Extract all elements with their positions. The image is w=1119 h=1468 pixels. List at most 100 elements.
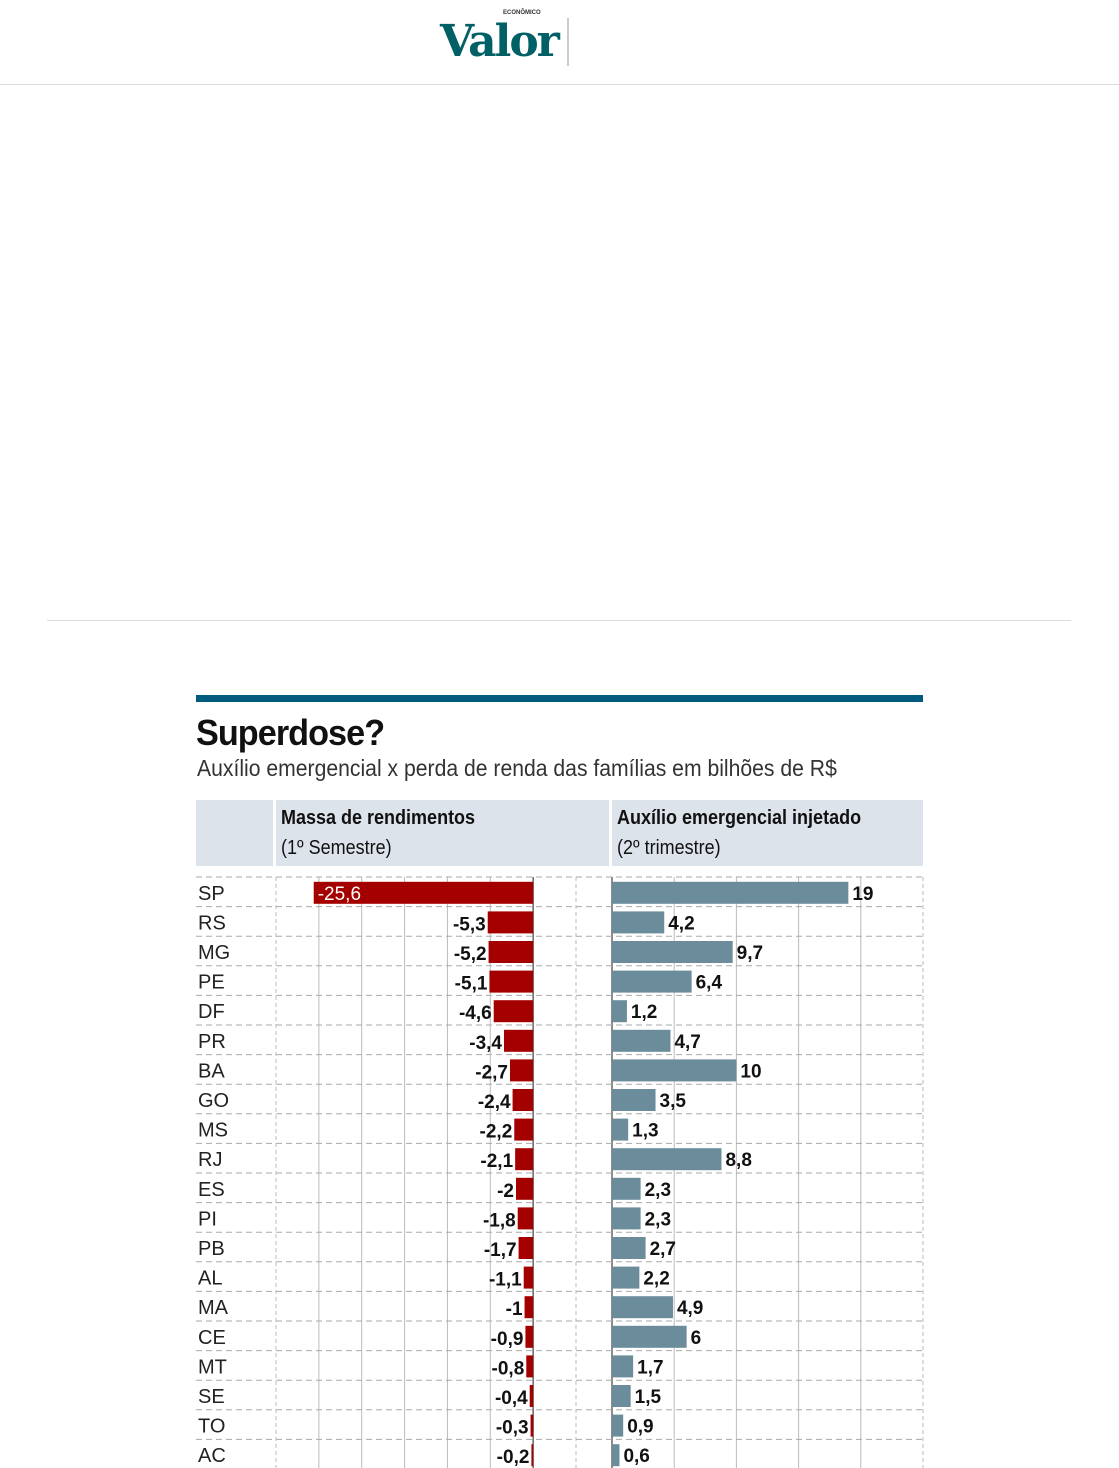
logo-subtitle: ECONÔMICO bbox=[503, 10, 541, 16]
bar-loss bbox=[525, 1325, 534, 1348]
data-label: 2,3 bbox=[645, 1180, 671, 1201]
data-label: 6 bbox=[691, 1328, 702, 1349]
bar-loss bbox=[530, 1414, 534, 1437]
series-name: Auxílio emergencial injetado bbox=[617, 807, 862, 829]
data-label: 19 bbox=[852, 884, 873, 905]
series-period: (2º trimestre) bbox=[617, 837, 721, 859]
state-label: MA bbox=[198, 1297, 229, 1319]
bar-aid bbox=[612, 881, 849, 904]
data-label: 4,9 bbox=[677, 1298, 703, 1319]
bar-loss bbox=[488, 941, 534, 963]
bar-loss bbox=[489, 970, 534, 993]
bar-aid bbox=[612, 1444, 620, 1467]
bar-aid bbox=[612, 1118, 629, 1141]
bar-loss bbox=[493, 1000, 534, 1023]
data-label: 2,3 bbox=[645, 1209, 671, 1230]
bar-aid bbox=[612, 1237, 646, 1259]
bar-loss bbox=[526, 1355, 534, 1378]
data-label: -5,3 bbox=[453, 914, 486, 935]
bar-loss bbox=[531, 1444, 534, 1467]
data-label: 1,7 bbox=[637, 1357, 663, 1378]
chart-subtitle: Auxílio emergencial x perda de renda das… bbox=[197, 755, 837, 781]
bar-aid bbox=[612, 1207, 641, 1230]
bar-loss bbox=[529, 1385, 534, 1407]
state-label: DF bbox=[198, 1001, 225, 1023]
bar-aid bbox=[612, 1325, 687, 1348]
data-label: -2,4 bbox=[478, 1092, 511, 1113]
series-name: Massa de rendimentos bbox=[281, 807, 476, 829]
header-left-series: Massa de rendimentos (1º Semestre) bbox=[276, 800, 609, 866]
state-label: MG bbox=[198, 942, 230, 964]
data-label: 9,7 bbox=[737, 943, 763, 964]
data-label: 1,3 bbox=[632, 1121, 658, 1142]
state-label: ES bbox=[198, 1179, 225, 1201]
data-label: 2,2 bbox=[643, 1269, 669, 1290]
bar-aid bbox=[612, 941, 733, 963]
data-label: 3,5 bbox=[660, 1091, 687, 1112]
bar-aid bbox=[612, 1414, 624, 1437]
bar-aid bbox=[612, 1029, 671, 1052]
logo-divider bbox=[567, 18, 569, 66]
bar-aid bbox=[612, 1296, 673, 1319]
data-label: 6,4 bbox=[696, 973, 723, 994]
header-blank-cell bbox=[196, 800, 273, 866]
bar-aid bbox=[612, 1355, 634, 1378]
bar-aid bbox=[612, 1089, 656, 1111]
data-label: 0,6 bbox=[623, 1446, 649, 1467]
data-label: 4,2 bbox=[668, 913, 694, 934]
header-right-series: Auxílio emergencial injetado (2º trimest… bbox=[612, 800, 923, 866]
bar-loss bbox=[524, 1296, 534, 1319]
data-label: -25,6 bbox=[318, 884, 361, 905]
data-label: -2,7 bbox=[475, 1062, 508, 1083]
data-label: -1,8 bbox=[483, 1210, 516, 1231]
bar-aid bbox=[612, 1266, 640, 1289]
state-label: PI bbox=[198, 1208, 217, 1230]
bar-aid bbox=[612, 1059, 737, 1082]
data-label: 2,7 bbox=[650, 1239, 676, 1260]
state-label: PB bbox=[198, 1238, 225, 1260]
state-label: RS bbox=[198, 912, 226, 934]
logo-text: Valor bbox=[440, 16, 560, 67]
bar-aid bbox=[612, 911, 665, 934]
bar-aid bbox=[612, 970, 692, 993]
data-label: -5,1 bbox=[455, 974, 488, 995]
valor-logo[interactable]: Valor bbox=[440, 20, 560, 64]
bar-loss bbox=[514, 1118, 534, 1141]
bar-loss bbox=[518, 1237, 534, 1259]
bar-loss bbox=[515, 1148, 534, 1171]
site-header: Valor ECONÔMICO bbox=[0, 0, 1119, 85]
data-label: -4,6 bbox=[459, 1003, 492, 1024]
state-label: PE bbox=[198, 972, 225, 994]
data-label: 0,9 bbox=[627, 1417, 653, 1438]
data-label: -0,8 bbox=[492, 1358, 525, 1379]
state-label: MT bbox=[198, 1356, 227, 1378]
state-label: GO bbox=[198, 1090, 229, 1112]
data-label: -0,9 bbox=[491, 1329, 524, 1350]
data-label: 10 bbox=[740, 1061, 761, 1082]
data-label: -3,4 bbox=[469, 1033, 502, 1054]
data-label: 4,7 bbox=[674, 1032, 700, 1053]
data-label: -2,1 bbox=[480, 1151, 513, 1172]
bar-loss bbox=[512, 1089, 534, 1111]
data-label: 8,8 bbox=[725, 1150, 751, 1171]
bar-loss bbox=[504, 1029, 534, 1052]
data-label: -0,4 bbox=[495, 1388, 528, 1409]
state-label: RJ bbox=[198, 1149, 222, 1171]
chart-title: Superdose? bbox=[196, 712, 385, 753]
divider bbox=[47, 620, 1071, 621]
data-label: -2 bbox=[497, 1181, 514, 1202]
bar-aid bbox=[612, 1000, 627, 1023]
state-label: SP bbox=[198, 883, 225, 905]
state-label: PR bbox=[198, 1031, 226, 1053]
data-label: 1,5 bbox=[635, 1387, 662, 1408]
state-label: CE bbox=[198, 1327, 226, 1349]
data-label: 1,2 bbox=[631, 1002, 657, 1023]
data-label: -0,2 bbox=[497, 1447, 530, 1468]
data-label: -1,1 bbox=[489, 1270, 522, 1291]
state-label: TO bbox=[198, 1416, 225, 1438]
state-label: AC bbox=[198, 1445, 226, 1467]
bar-loss bbox=[523, 1266, 534, 1289]
state-label: MS bbox=[198, 1120, 228, 1142]
data-label: -1,7 bbox=[484, 1240, 517, 1261]
state-label: AL bbox=[198, 1268, 222, 1290]
